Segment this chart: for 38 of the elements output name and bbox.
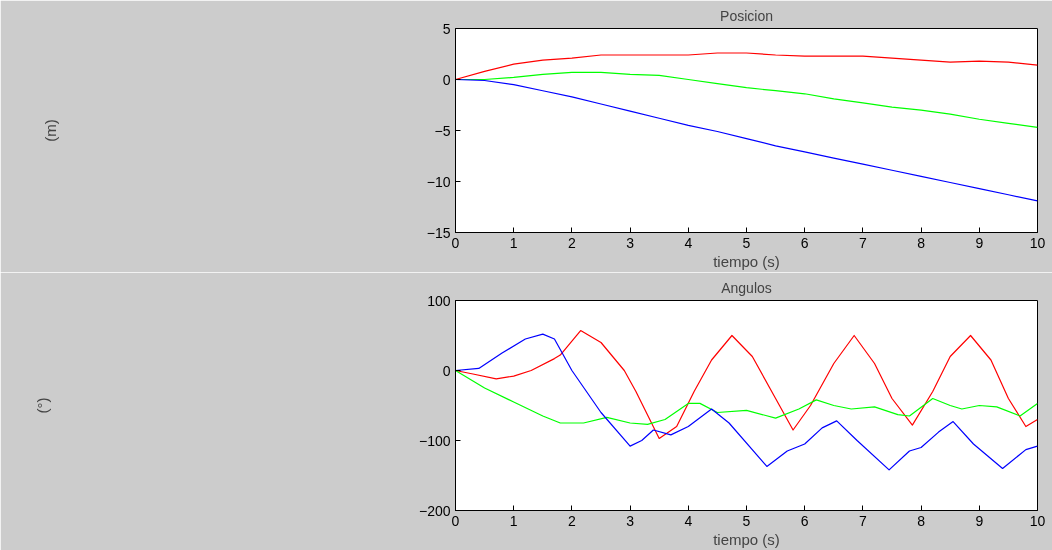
x-tick-label: 3: [626, 234, 635, 251]
x-tick-label: 1: [509, 234, 518, 251]
y-axis-title: (°): [33, 397, 51, 414]
chart-title: Posicion: [720, 7, 773, 24]
x-tick-label: 5: [742, 234, 751, 251]
x-tick-label: 3: [626, 512, 635, 529]
x-axis-title: tiempo (s): [713, 252, 780, 270]
y-tick-label: −15: [426, 224, 451, 241]
x-tick-label: 10: [1029, 234, 1046, 251]
y-tick-label: −200: [418, 502, 451, 519]
x-tick-label: 1: [509, 512, 518, 529]
line-series: [455, 52, 1038, 81]
line-series: [455, 369, 1038, 425]
y-tick-label: 5: [442, 20, 451, 37]
x-tick-label: 2: [568, 234, 577, 251]
x-tick-label: 6: [800, 512, 809, 529]
x-tick-label: 8: [917, 234, 926, 251]
y-tick-label: 0: [442, 71, 451, 88]
x-axis-title: tiempo (s): [713, 530, 780, 548]
x-tick-label: 4: [684, 234, 693, 251]
x-tick-label: 7: [859, 234, 868, 251]
y-tick-label: −5: [434, 122, 451, 139]
y-tick-label: 100: [427, 292, 451, 309]
x-tick-label: 4: [684, 512, 693, 529]
x-tick-label: 5: [742, 512, 751, 529]
line-series: [455, 330, 1038, 439]
y-tick-label: 0: [442, 362, 451, 379]
x-tick-label: 8: [917, 512, 926, 529]
x-tick-label: 2: [568, 512, 577, 529]
x-tick-label: 9: [975, 234, 984, 251]
chart-title: Angulos: [721, 279, 772, 296]
y-tick-label: −10: [426, 173, 451, 190]
x-tick-label: 10: [1029, 512, 1046, 529]
x-tick-label: 9: [975, 512, 984, 529]
y-axis-title: (m): [41, 119, 59, 142]
x-tick-label: 6: [800, 234, 809, 251]
x-tick-label: 7: [859, 512, 868, 529]
y-tick-label: −100: [418, 432, 451, 449]
